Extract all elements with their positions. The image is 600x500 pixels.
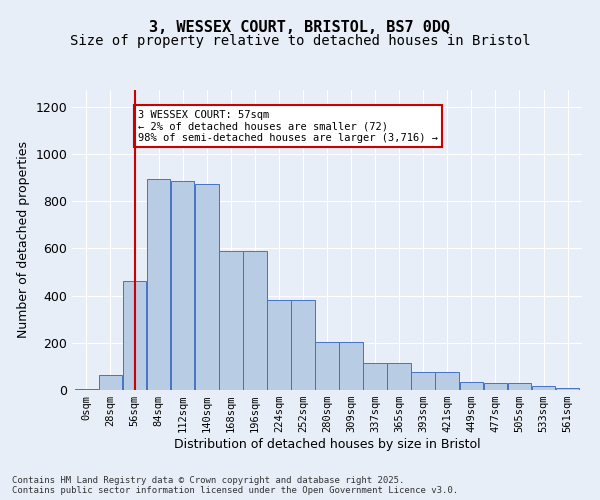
Bar bbox=[99, 374, 122, 390]
Text: Size of property relative to detached houses in Bristol: Size of property relative to detached ho… bbox=[70, 34, 530, 48]
Bar bbox=[339, 342, 363, 390]
Text: Contains HM Land Registry data © Crown copyright and database right 2025.
Contai: Contains HM Land Registry data © Crown c… bbox=[12, 476, 458, 495]
Bar bbox=[556, 388, 580, 390]
Bar bbox=[171, 181, 194, 390]
Bar bbox=[243, 250, 266, 390]
Bar bbox=[388, 363, 411, 390]
Bar bbox=[267, 300, 290, 390]
Bar bbox=[219, 250, 242, 390]
Text: 3 WESSEX COURT: 57sqm
← 2% of detached houses are smaller (72)
98% of semi-detac: 3 WESSEX COURT: 57sqm ← 2% of detached h… bbox=[138, 110, 438, 142]
Bar bbox=[364, 363, 387, 390]
Bar bbox=[74, 389, 98, 390]
Bar bbox=[532, 386, 555, 390]
Y-axis label: Number of detached properties: Number of detached properties bbox=[17, 142, 30, 338]
Bar bbox=[195, 184, 218, 390]
Text: 3, WESSEX COURT, BRISTOL, BS7 0DQ: 3, WESSEX COURT, BRISTOL, BS7 0DQ bbox=[149, 20, 451, 35]
Bar bbox=[460, 382, 483, 390]
Bar bbox=[123, 282, 146, 390]
Bar bbox=[484, 383, 507, 390]
X-axis label: Distribution of detached houses by size in Bristol: Distribution of detached houses by size … bbox=[173, 438, 481, 451]
Bar bbox=[508, 383, 531, 390]
Bar bbox=[436, 372, 459, 390]
Bar bbox=[291, 300, 315, 390]
Bar bbox=[315, 342, 339, 390]
Bar bbox=[412, 372, 435, 390]
Bar bbox=[147, 178, 170, 390]
